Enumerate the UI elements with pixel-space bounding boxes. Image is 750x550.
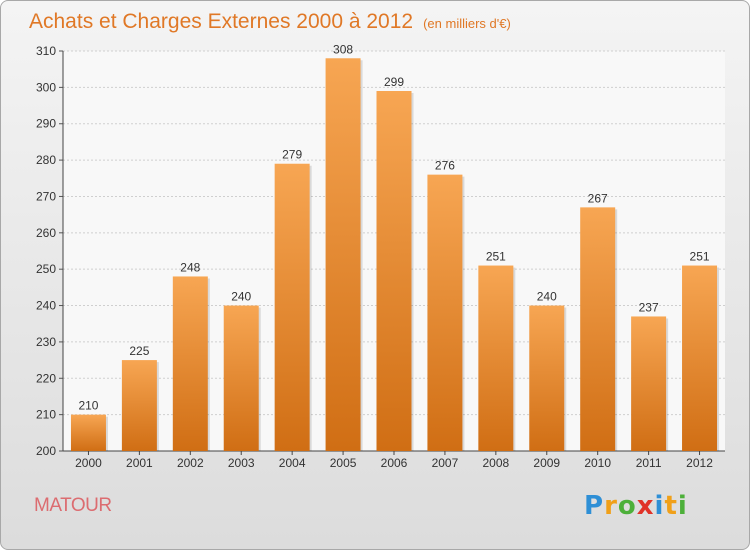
x-tick-label: 2006 <box>381 456 408 470</box>
proxiti-logo: Proxiti <box>584 491 688 521</box>
logo-letter: r <box>604 491 618 521</box>
y-tick-label: 240 <box>36 299 56 313</box>
y-tick-label: 300 <box>36 80 56 94</box>
bar <box>631 316 667 451</box>
bar-value-label: 210 <box>78 399 98 413</box>
y-tick-label: 270 <box>36 189 56 203</box>
bar-value-label: 279 <box>282 148 302 162</box>
x-tick-label: 2005 <box>330 456 357 470</box>
y-tick-label: 310 <box>36 44 56 58</box>
chart-subtitle: (en milliers d'€) <box>423 16 511 31</box>
logo-letter: P <box>584 491 605 521</box>
y-tick-label: 220 <box>36 371 56 385</box>
bar-value-label: 299 <box>384 75 404 89</box>
bar-value-label: 267 <box>588 191 608 205</box>
y-tick-label: 290 <box>36 117 56 131</box>
bar <box>427 174 463 452</box>
city-name: MATOUR <box>34 495 112 516</box>
bar <box>325 58 361 451</box>
x-tick-label: 2001 <box>126 456 153 470</box>
bar-value-label: 251 <box>690 250 710 264</box>
bar <box>70 414 106 451</box>
x-tick-label: 2010 <box>584 456 611 470</box>
y-tick-label: 200 <box>36 444 56 458</box>
logo-letter: i <box>677 491 688 521</box>
x-tick-label: 2012 <box>686 456 713 470</box>
x-tick-label: 2008 <box>482 456 509 470</box>
bar <box>223 305 259 451</box>
bar <box>529 305 565 451</box>
bar <box>376 91 412 451</box>
x-tick-label: 2000 <box>75 456 102 470</box>
bar-value-label: 240 <box>231 290 251 304</box>
bar-value-label: 251 <box>486 250 506 264</box>
chart-title: Achats et Charges Externes 2000 à 2012 (e… <box>29 7 511 37</box>
chart-title-text: Achats et Charges Externes 2000 à 2012 <box>29 10 414 33</box>
y-tick-label: 260 <box>36 226 56 240</box>
bar <box>121 360 157 451</box>
logo-letter: x <box>636 491 655 521</box>
x-tick-label: 2007 <box>432 456 459 470</box>
y-tick-label: 210 <box>36 408 56 422</box>
bar <box>172 276 208 451</box>
logo-letter: i <box>654 491 665 521</box>
bar <box>274 163 310 451</box>
y-tick-label: 250 <box>36 262 56 276</box>
x-tick-label: 2011 <box>636 456 662 470</box>
bar <box>682 265 718 451</box>
x-tick-label: 2004 <box>279 456 306 470</box>
bar-value-label: 276 <box>435 159 455 173</box>
logo-letter: t <box>664 491 678 521</box>
y-tick-label: 280 <box>36 153 56 167</box>
x-tick-label: 2009 <box>533 456 560 470</box>
y-tick-label: 230 <box>36 335 56 349</box>
bar-value-label: 225 <box>129 344 149 358</box>
x-tick-label: 2003 <box>228 456 255 470</box>
bar <box>478 265 514 451</box>
bar-value-label: 308 <box>333 42 353 56</box>
logo-letter: o <box>617 491 637 521</box>
bar <box>580 207 616 451</box>
bar-value-label: 240 <box>537 290 557 304</box>
bar-value-label: 237 <box>639 300 659 314</box>
bar-value-label: 248 <box>180 260 200 274</box>
x-tick-label: 2002 <box>177 456 204 470</box>
